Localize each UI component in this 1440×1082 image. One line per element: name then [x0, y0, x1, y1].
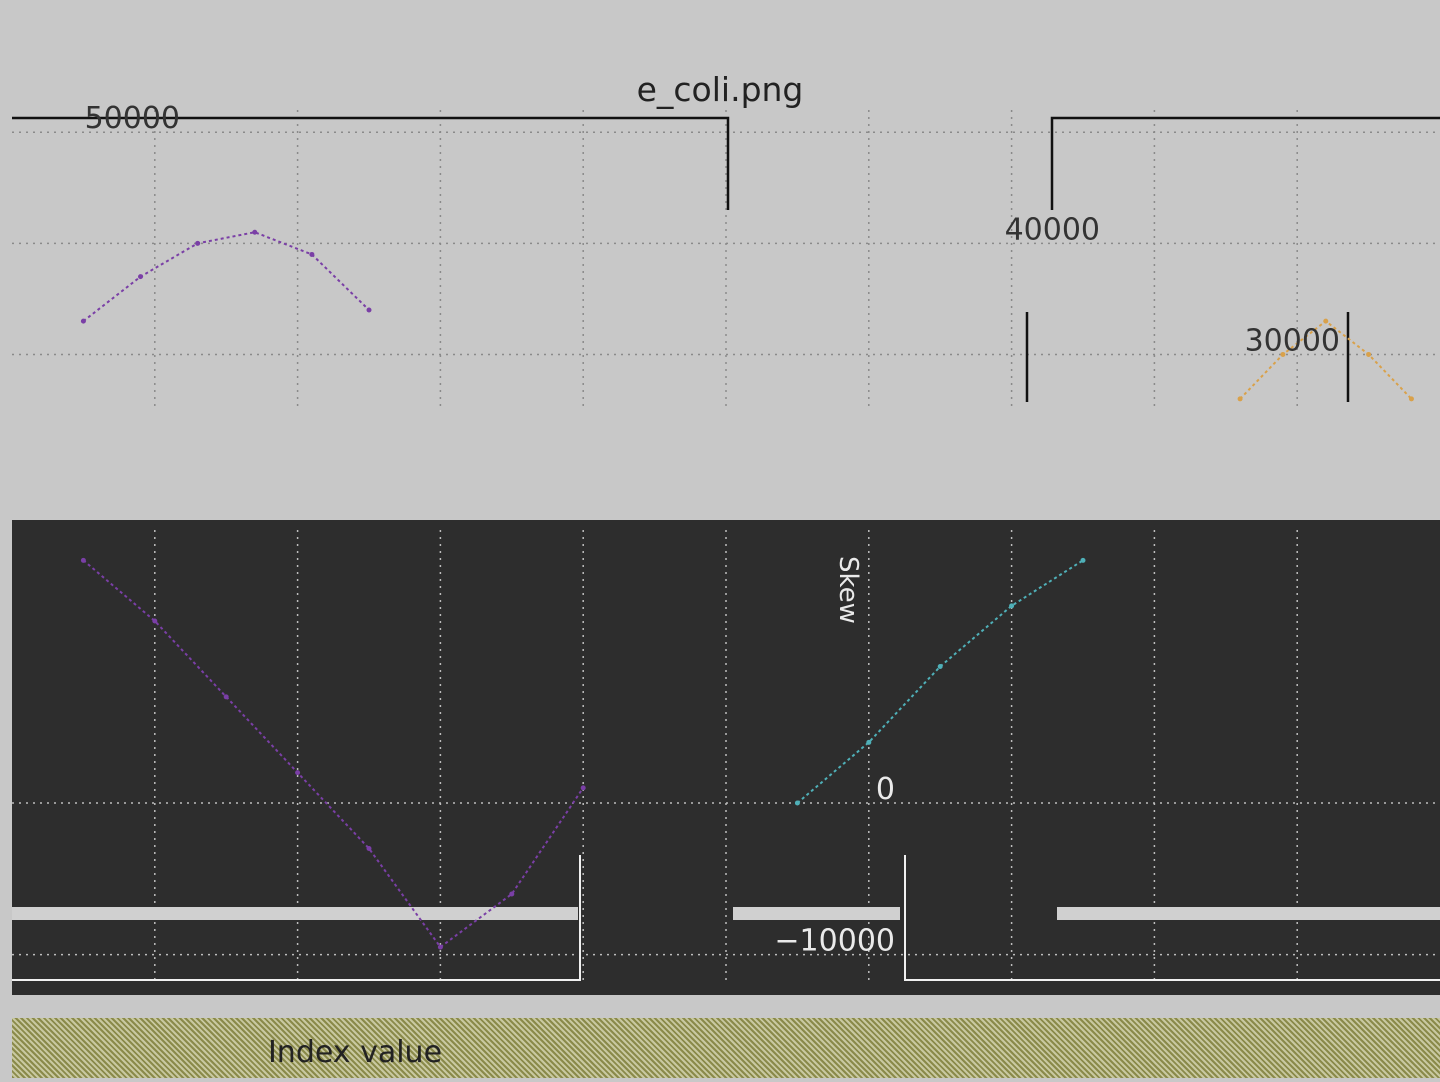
data-point	[866, 739, 872, 745]
data-point	[580, 785, 586, 791]
data-point	[1280, 351, 1286, 357]
y-tick-label: 0	[876, 772, 895, 807]
labels-layer: 50000 40000 30000 0 −10000 Skew Index value	[85, 101, 1340, 1070]
x-axis-label: Index value	[268, 1035, 442, 1070]
series-line	[796, 559, 1084, 804]
data-point	[1009, 603, 1015, 609]
data-point	[366, 307, 372, 313]
grid-layer	[12, 110, 1440, 985]
axis-frame	[12, 116, 730, 210]
axes-layer	[12, 116, 1440, 981]
data-point	[366, 846, 372, 851]
data-point	[138, 274, 144, 280]
axis-frame	[12, 855, 581, 981]
data-point	[195, 240, 201, 246]
data-point	[1323, 318, 1329, 324]
light-strip	[12, 907, 578, 920]
data-point	[1366, 351, 1372, 357]
data-point	[152, 618, 158, 624]
data-point	[295, 770, 301, 776]
data-point	[223, 694, 229, 700]
data-point	[937, 664, 943, 669]
axis-frame	[1050, 116, 1440, 210]
data-point	[80, 557, 86, 563]
series-line	[82, 559, 585, 949]
data-point	[1237, 396, 1243, 402]
series-line	[82, 231, 370, 322]
data-point	[80, 318, 86, 324]
xlabel-band	[12, 1018, 1440, 1078]
y-tick-label: 30000	[1245, 323, 1340, 358]
y-tick-label: −10000	[774, 924, 895, 959]
series-layer	[80, 229, 1414, 950]
light-strip	[1057, 907, 1440, 920]
data-point	[309, 251, 315, 257]
light-strip	[733, 907, 900, 920]
y-tick-label: 40000	[1005, 212, 1100, 247]
data-point	[252, 229, 258, 235]
axis-frame	[904, 855, 1440, 981]
data-point	[437, 944, 443, 950]
y-axis-label: Skew	[833, 556, 863, 624]
data-point	[1080, 557, 1086, 563]
data-point	[509, 891, 515, 897]
data-point	[794, 800, 800, 806]
y-tick-label: 50000	[85, 101, 180, 136]
figure-title: e_coli.png	[636, 70, 804, 109]
data-point	[1408, 396, 1414, 402]
